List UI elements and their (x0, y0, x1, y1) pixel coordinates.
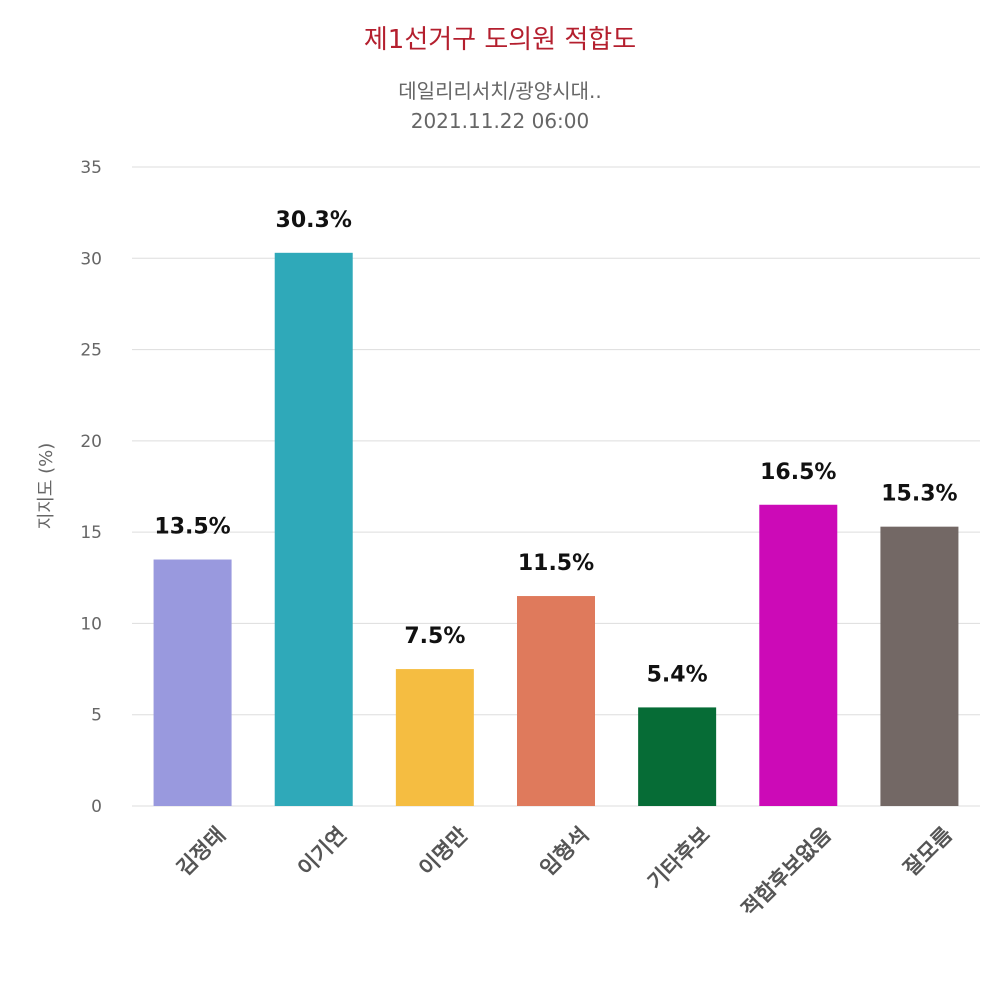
data-label: 5.4% (647, 662, 708, 687)
data-label: 16.5% (760, 460, 836, 485)
y-tick-label: 30 (80, 249, 102, 269)
bar (880, 526, 959, 806)
y-axis-ticks: 0 5 10 15 20 25 30 35 (80, 158, 102, 817)
x-category-label: 적합후보없음 (737, 823, 836, 922)
data-label: 11.5% (518, 551, 594, 576)
data-label: 15.3% (881, 482, 957, 507)
bar (759, 504, 838, 806)
x-category-label: 김정태 (172, 823, 230, 881)
bar (153, 559, 232, 806)
data-label: 13.5% (154, 515, 230, 540)
x-axis-categories: 김정태 이기연 이명만 임형석 기타후보 적합후보없음 잘모름 (172, 823, 957, 922)
y-tick-label: 15 (80, 523, 102, 543)
x-category-label: 임형석 (536, 823, 594, 881)
bar (395, 669, 474, 806)
data-label: 30.3% (276, 208, 352, 233)
chart-subtitle-source: 데일리리서치/광양시대.. (398, 79, 601, 103)
x-category-label: 이명만 (414, 823, 472, 881)
y-tick-label: 10 (80, 614, 102, 634)
y-axis-label: 지지도 (%) (36, 443, 57, 530)
bar (517, 596, 595, 806)
y-tick-label: 5 (91, 706, 102, 726)
y-tick-label: 0 (91, 797, 102, 817)
bars (153, 252, 959, 806)
x-category-label: 이기연 (293, 823, 351, 881)
data-label: 7.5% (404, 624, 465, 649)
chart-subtitle-date: 2021.11.22 06:00 (411, 109, 590, 133)
bar (638, 707, 717, 806)
x-category-label: 잘모름 (899, 823, 957, 881)
y-tick-label: 20 (80, 432, 102, 452)
x-category-label: 기타후보 (643, 823, 715, 895)
y-tick-label: 35 (80, 158, 102, 178)
y-tick-label: 25 (80, 341, 102, 361)
data-labels: 13.5% 30.3% 7.5% 11.5% 5.4% 16.5% 15.3% (154, 208, 957, 688)
bar (274, 252, 353, 806)
chart-title: 제1선거구 도의원 적합도 (364, 25, 636, 55)
